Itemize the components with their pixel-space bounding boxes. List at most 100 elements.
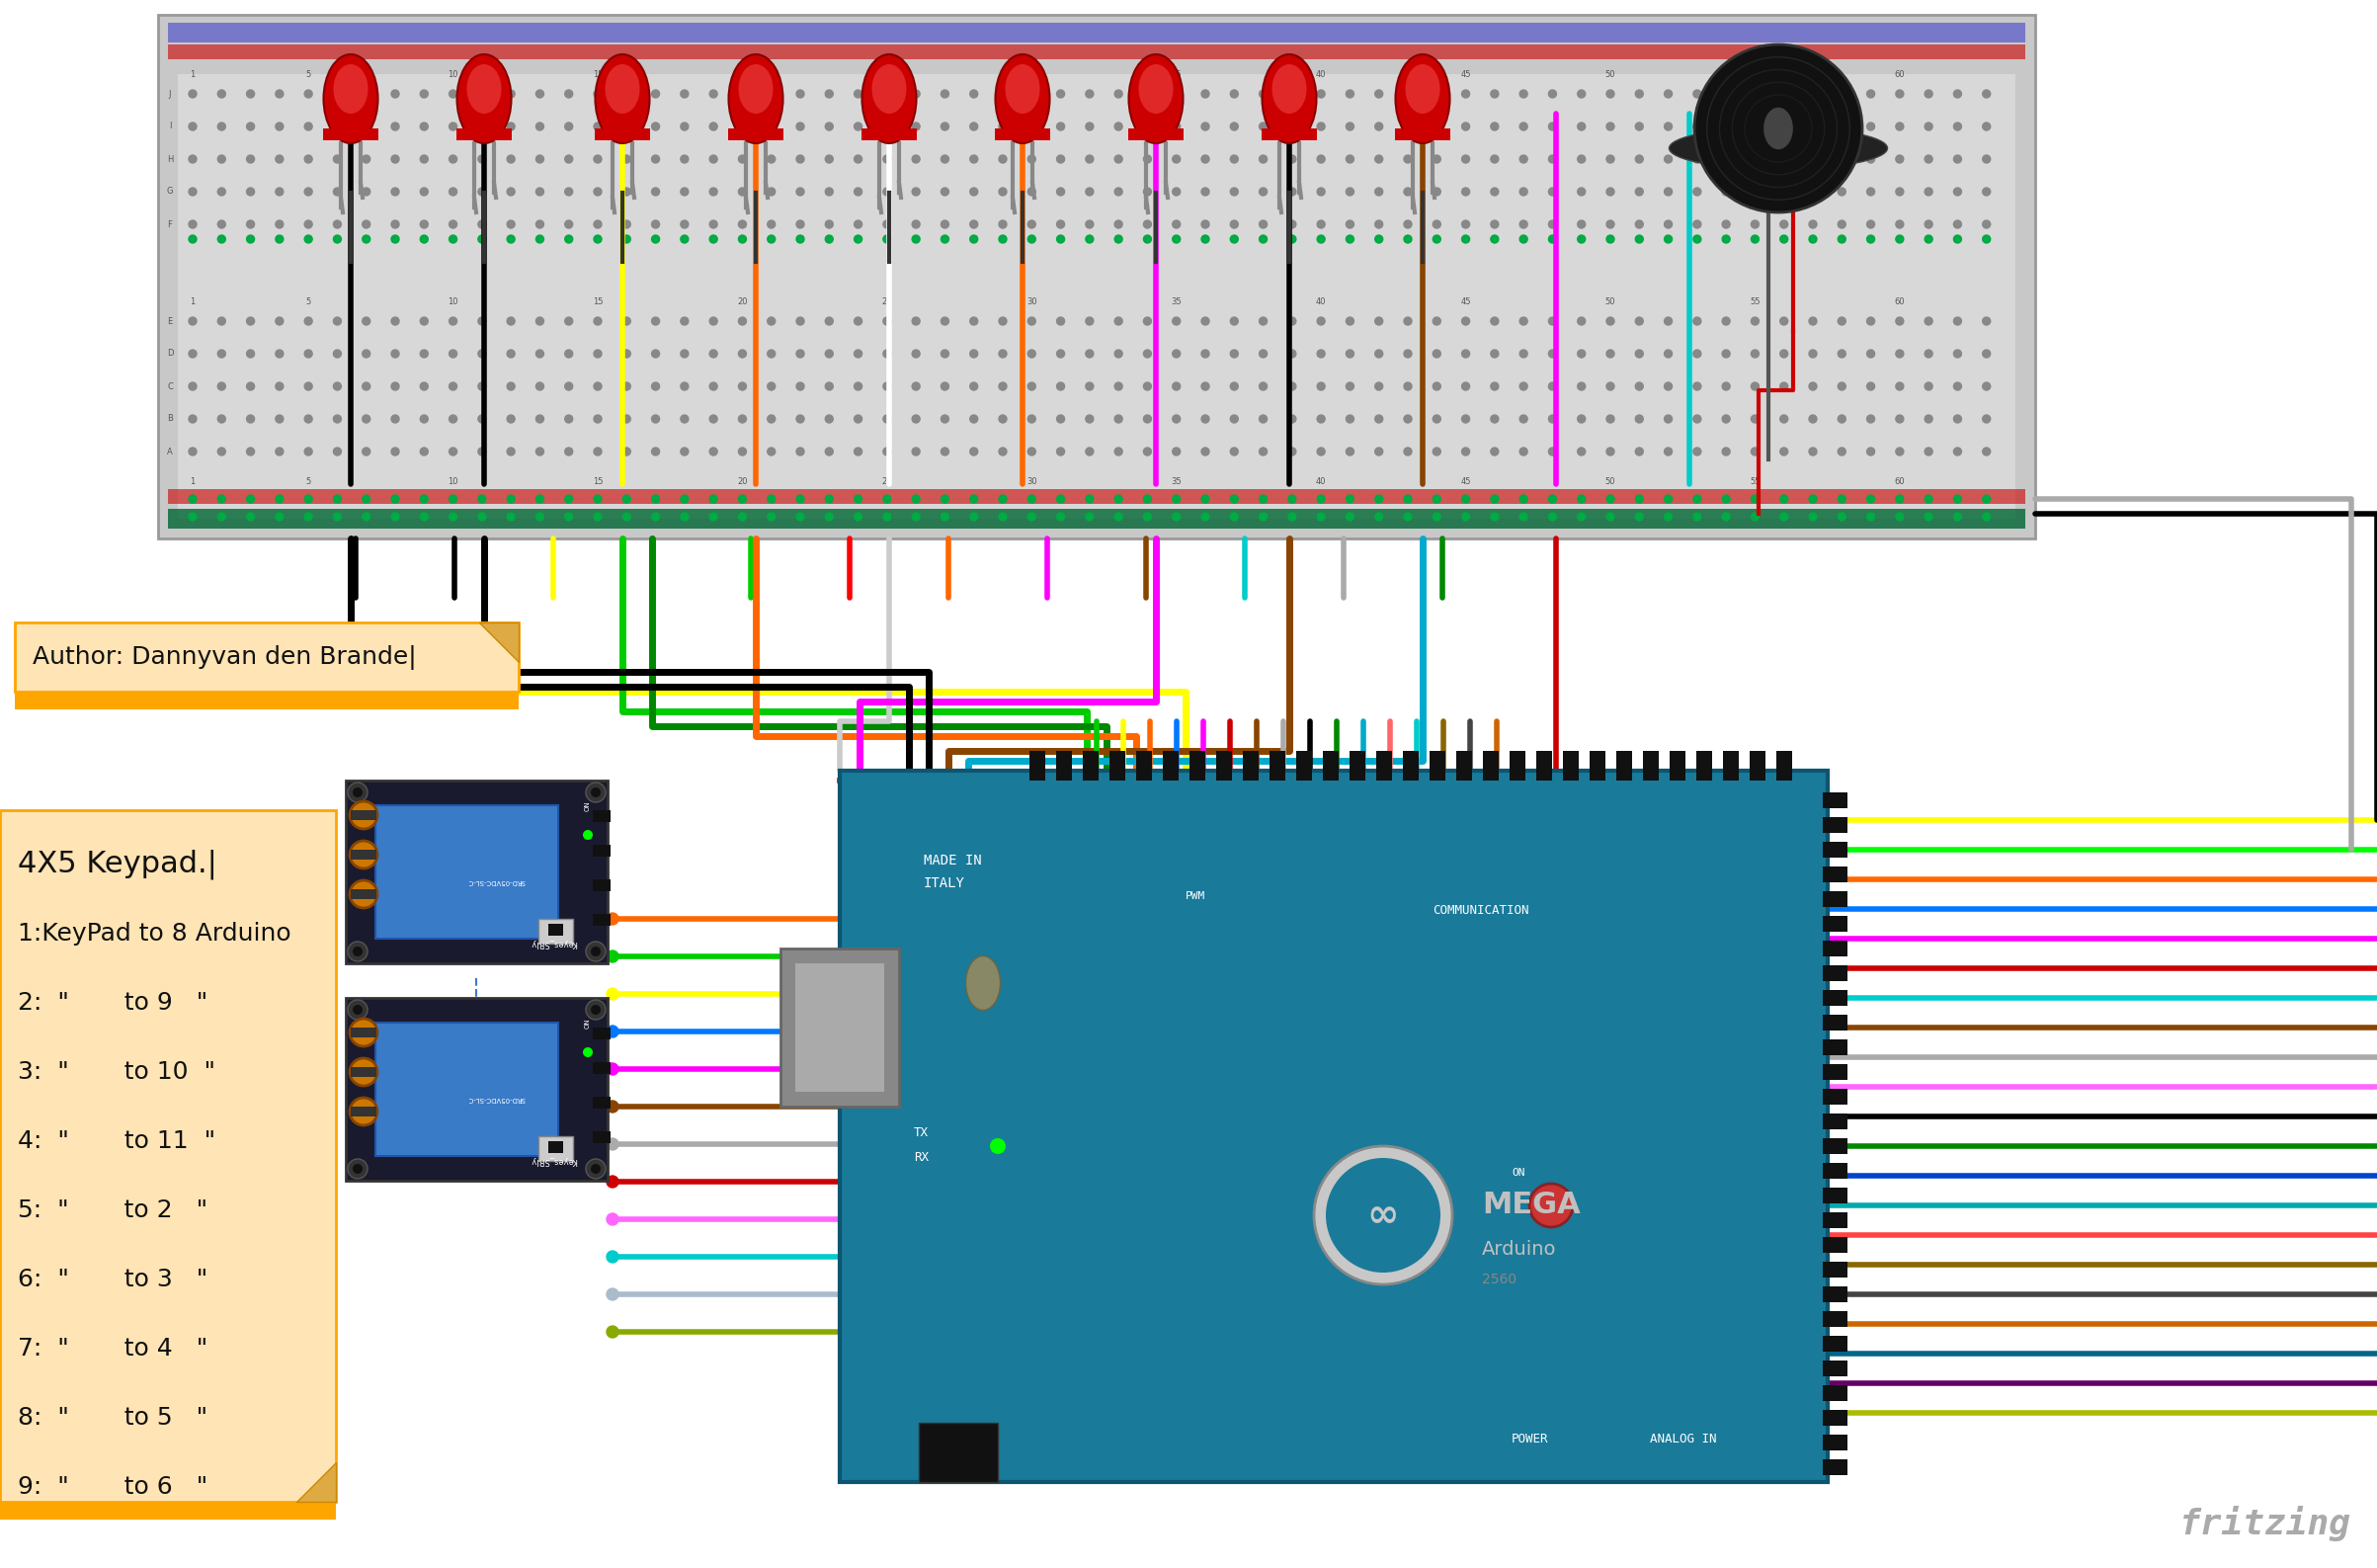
Bar: [1823, 817, 1847, 833]
Circle shape: [1086, 383, 1093, 390]
Circle shape: [1231, 513, 1238, 521]
Circle shape: [606, 913, 618, 925]
Circle shape: [941, 155, 948, 163]
Circle shape: [998, 447, 1008, 455]
Circle shape: [1897, 416, 1904, 423]
Circle shape: [304, 89, 311, 97]
Circle shape: [1200, 221, 1210, 229]
Circle shape: [970, 122, 977, 130]
Circle shape: [1897, 513, 1904, 521]
Ellipse shape: [872, 64, 906, 113]
Circle shape: [188, 350, 197, 358]
Circle shape: [1433, 235, 1440, 243]
Circle shape: [708, 235, 718, 243]
Circle shape: [276, 122, 283, 130]
Circle shape: [1866, 188, 1875, 196]
Circle shape: [1692, 350, 1702, 358]
Bar: [796, 963, 884, 1091]
Circle shape: [1288, 350, 1295, 358]
Circle shape: [1288, 221, 1295, 229]
Text: 45: 45: [1459, 477, 1471, 486]
Circle shape: [970, 89, 977, 97]
Circle shape: [623, 155, 630, 163]
Circle shape: [1115, 188, 1122, 196]
Circle shape: [361, 495, 371, 503]
Circle shape: [1317, 89, 1324, 97]
Circle shape: [839, 1327, 851, 1338]
Circle shape: [839, 1025, 851, 1038]
Circle shape: [347, 782, 368, 803]
Circle shape: [392, 447, 399, 455]
Text: SRD-05VDC-SL-C: SRD-05VDC-SL-C: [468, 878, 525, 884]
Circle shape: [623, 317, 630, 325]
Circle shape: [1143, 221, 1150, 229]
Circle shape: [768, 235, 775, 243]
Circle shape: [1405, 221, 1412, 229]
Circle shape: [1837, 89, 1847, 97]
Circle shape: [1752, 447, 1759, 455]
Circle shape: [1288, 447, 1295, 455]
Text: 5: 5: [307, 296, 311, 306]
Circle shape: [796, 447, 803, 455]
Circle shape: [913, 235, 920, 243]
Circle shape: [1027, 447, 1036, 455]
Circle shape: [1607, 350, 1614, 358]
Circle shape: [449, 447, 456, 455]
Bar: [1055, 751, 1072, 781]
Text: G: G: [166, 187, 174, 196]
Circle shape: [768, 513, 775, 521]
Circle shape: [651, 122, 658, 130]
Text: PWM: PWM: [1186, 891, 1205, 902]
Circle shape: [623, 350, 630, 358]
Circle shape: [1027, 235, 1036, 243]
Circle shape: [989, 1138, 1005, 1154]
Circle shape: [1115, 122, 1122, 130]
Circle shape: [506, 513, 516, 521]
Circle shape: [349, 1098, 378, 1126]
Circle shape: [506, 221, 516, 229]
Bar: [1429, 751, 1445, 781]
Circle shape: [219, 383, 226, 390]
Circle shape: [566, 495, 573, 503]
Circle shape: [1200, 89, 1210, 97]
Circle shape: [1345, 188, 1355, 196]
Text: 45: 45: [1459, 296, 1471, 306]
Circle shape: [1664, 416, 1671, 423]
Circle shape: [1405, 122, 1412, 130]
Circle shape: [1837, 122, 1847, 130]
Circle shape: [1837, 221, 1847, 229]
Circle shape: [1752, 317, 1759, 325]
Circle shape: [1925, 350, 1933, 358]
Bar: [594, 129, 649, 140]
Circle shape: [884, 235, 891, 243]
Circle shape: [884, 122, 891, 130]
Circle shape: [1837, 416, 1847, 423]
Circle shape: [1925, 221, 1933, 229]
Circle shape: [1692, 383, 1702, 390]
Circle shape: [1317, 155, 1324, 163]
Circle shape: [352, 947, 364, 956]
Circle shape: [506, 155, 516, 163]
Circle shape: [1115, 447, 1122, 455]
Circle shape: [1405, 188, 1412, 196]
Text: 15: 15: [592, 69, 604, 78]
Circle shape: [606, 1251, 618, 1262]
Circle shape: [188, 513, 197, 521]
Circle shape: [1780, 155, 1788, 163]
Ellipse shape: [1669, 127, 1887, 169]
Circle shape: [1635, 122, 1643, 130]
Circle shape: [1462, 235, 1469, 243]
Circle shape: [825, 383, 832, 390]
Circle shape: [1172, 513, 1181, 521]
Text: 1: 1: [190, 69, 195, 78]
Bar: [1823, 867, 1847, 883]
Circle shape: [1345, 89, 1355, 97]
Circle shape: [1547, 317, 1557, 325]
Circle shape: [349, 1058, 378, 1087]
Circle shape: [361, 416, 371, 423]
Circle shape: [796, 155, 803, 163]
Circle shape: [421, 155, 428, 163]
Circle shape: [1143, 155, 1150, 163]
Circle shape: [1115, 513, 1122, 521]
Circle shape: [421, 235, 428, 243]
